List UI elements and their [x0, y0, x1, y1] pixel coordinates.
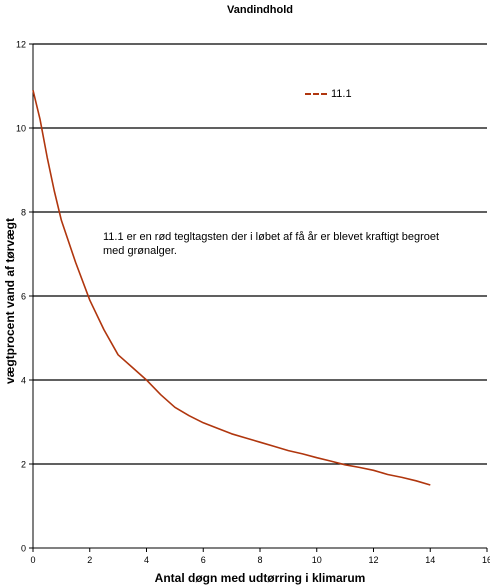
x-tick-label-10: 10	[312, 555, 322, 565]
annotation-note: 11.1 er en rød tegltagsten der i løbet a…	[103, 231, 440, 257]
x-axis-label: Antal døgn med udtørring i klimarum	[154, 571, 366, 585]
y-tick-label-12: 12	[16, 40, 26, 50]
y-tick-label-6: 6	[21, 292, 26, 302]
y-tick-label-4: 4	[21, 376, 26, 386]
x-tick-label-12: 12	[368, 555, 378, 565]
y-tick-label-10: 10	[16, 124, 26, 134]
x-tick-label-8: 8	[257, 555, 262, 565]
series-line-0	[32, 90, 431, 486]
legend: 11.1	[305, 88, 352, 100]
y-axis-label: vægtprocent vand af tørvægt	[3, 217, 17, 385]
x-tick-label-0: 0	[30, 555, 35, 565]
y-tick-label-0: 0	[21, 544, 26, 554]
y-tick-label-8: 8	[21, 208, 26, 218]
x-tick-label-6: 6	[201, 555, 206, 565]
x-tick-label-2: 2	[87, 555, 92, 565]
legend-swatch	[305, 93, 327, 95]
legend-label: 11.1	[331, 88, 352, 100]
x-tick-label-14: 14	[425, 555, 435, 565]
y-tick-label-2: 2	[21, 460, 26, 470]
x-tick-label-4: 4	[144, 555, 149, 565]
chart-title: Vandindhold	[227, 4, 293, 16]
x-tick-label-16: 16	[482, 555, 490, 565]
